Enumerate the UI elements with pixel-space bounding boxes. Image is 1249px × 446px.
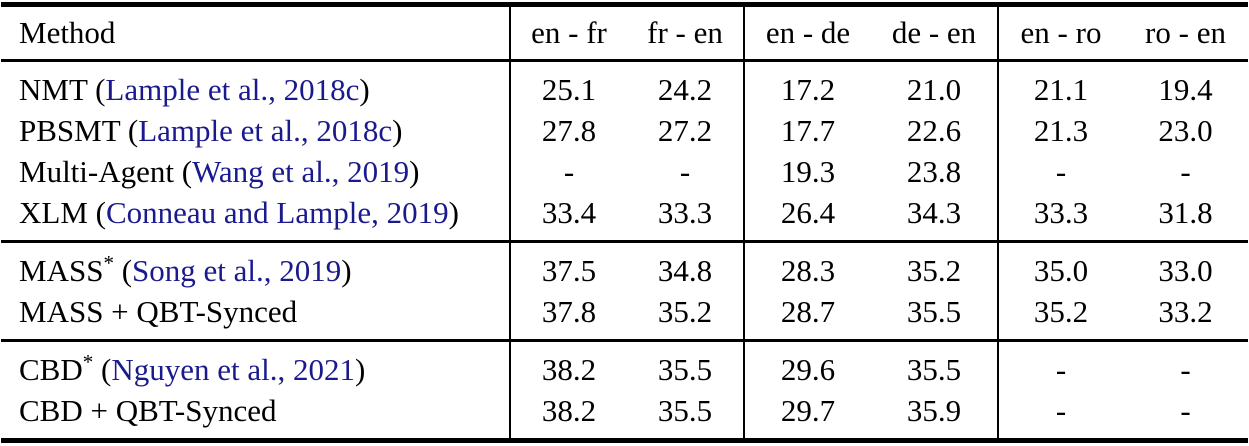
col-header-en-fr: en - fr xyxy=(509,4,627,62)
score-cell: 23.8 xyxy=(906,154,962,189)
table-section-baselines: NMT (Lample et al., 2018c) 25.1 24.2 17.2 21… xyxy=(1,60,1248,242)
table-row: MASS* (Song et al., 2019) 37.5 34.8 28.3 35.… xyxy=(1,240,1248,291)
table-row: PBSMT (Lample et al., 2018c) 27.8 27.2 17.7… xyxy=(1,110,1248,151)
method-cell: CBD + QBT-Synced xyxy=(19,393,277,428)
score-cell: 21.0 xyxy=(906,72,962,107)
method-cell: MASS + QBT-Synced xyxy=(19,294,298,329)
col-header-de-en: de - en xyxy=(871,4,998,62)
score-cell: 35.2 xyxy=(871,240,998,291)
score-cell: 22.6 xyxy=(906,113,962,148)
score-cell: 24.2 xyxy=(657,72,713,107)
col-header-fr-en: fr - en xyxy=(627,4,744,62)
method-cell: Multi-Agent (Wang et al., 2019) xyxy=(19,154,420,189)
score-cell: 35.2 xyxy=(657,294,713,329)
citation-link[interactable]: Lample et al., 2018c xyxy=(138,113,393,148)
score-cell: 33.0 xyxy=(1123,240,1248,291)
score-cell: - xyxy=(997,339,1123,390)
table-row: NMT (Lample et al., 2018c) 25.1 24.2 17.2 21… xyxy=(1,60,1248,110)
citation-link[interactable]: Wang et al., 2019 xyxy=(192,154,410,189)
score-cell: 28.7 xyxy=(743,291,871,341)
score-cell: 26.4 xyxy=(743,192,871,242)
score-cell: 29.7 xyxy=(743,390,871,441)
score-cell: 35.5 xyxy=(871,339,998,390)
score-cell: 23.0 xyxy=(1158,113,1213,148)
table-row: Multi-Agent (Wang et al., 2019) - - 19.3 23.… xyxy=(1,151,1248,192)
score-cell: - xyxy=(997,390,1123,441)
score-cell: 29.6 xyxy=(743,339,871,390)
score-cell: 38.2 xyxy=(509,339,627,390)
col-header-ro-en: ro - en xyxy=(1123,4,1248,62)
score-cell: 17.7 xyxy=(743,110,871,151)
table-header: Method en - fr fr - en en - de de - en e… xyxy=(1,4,1248,62)
table-row: MASS + QBT-Synced 37.8 35.2 28.7 35.5 35.2 33.… xyxy=(1,291,1248,341)
score-cell: - xyxy=(1123,339,1248,390)
score-cell: 38.2 xyxy=(509,390,627,441)
method-cell: XLM (Conneau and Lample, 2019) xyxy=(19,195,459,230)
score-cell: 17.2 xyxy=(743,60,871,110)
score-cell: 27.8 xyxy=(509,110,627,151)
method-superscript: * xyxy=(82,350,94,374)
table-row: XLM (Conneau and Lample, 2019) 33.4 33.3 26… xyxy=(1,192,1248,242)
method-cell: PBSMT (Lample et al., 2018c) xyxy=(19,113,403,148)
method-cell: NMT (Lample et al., 2018c) xyxy=(19,72,370,107)
score-cell: 35.0 xyxy=(997,240,1123,291)
score-cell: - xyxy=(1180,393,1191,428)
score-cell: 33.3 xyxy=(657,195,713,230)
score-cell: - xyxy=(509,151,627,192)
score-cell: - xyxy=(679,154,691,189)
table-row: CBD + QBT-Synced 38.2 35.5 29.7 35.9- - xyxy=(1,390,1248,441)
score-cell: - xyxy=(997,151,1123,192)
score-cell: 37.8 xyxy=(509,291,627,341)
table-section-mass: MASS* (Song et al., 2019) 37.5 34.8 28.3 35.… xyxy=(1,240,1248,341)
score-cell: - xyxy=(1180,154,1191,189)
col-header-method: Method xyxy=(1,4,510,62)
table-section-cbd: CBD* (Nguyen et al., 2021) 38.2 35.5 29.6 35… xyxy=(1,339,1248,441)
citation-link[interactable]: Nguyen et al., 2021 xyxy=(111,352,355,387)
table-row: CBD* (Nguyen et al., 2021) 38.2 35.5 29.6 35… xyxy=(1,339,1248,390)
score-cell: 33.3 xyxy=(997,192,1123,242)
score-cell: 34.8 xyxy=(627,240,744,291)
col-header-en-ro: en - ro xyxy=(997,4,1123,62)
score-cell: 28.3 xyxy=(743,240,871,291)
citation-link[interactable]: Conneau and Lample, 2019 xyxy=(105,195,449,230)
citation-link[interactable]: Lample et al., 2018c xyxy=(105,72,360,107)
score-cell: 35.9 xyxy=(906,393,962,428)
score-cell: 37.5 xyxy=(509,240,627,291)
score-cell: 19.4 xyxy=(1158,72,1213,107)
score-cell: 25.1 xyxy=(509,60,627,110)
score-cell: 21.3 xyxy=(997,110,1123,151)
score-cell: 35.2 xyxy=(997,291,1123,341)
score-cell: 34.3 xyxy=(906,195,962,230)
score-cell: 31.8 xyxy=(1158,195,1213,230)
method-superscript: * xyxy=(103,251,114,275)
score-cell: 35.5 xyxy=(627,339,744,390)
score-cell: 35.5 xyxy=(657,393,713,428)
score-cell: 33.4 xyxy=(509,192,627,242)
score-cell: 21.1 xyxy=(997,60,1123,110)
score-cell: 19.3 xyxy=(743,151,871,192)
score-cell: 33.2 xyxy=(1158,294,1213,329)
method-cell: CBD* (Nguyen et al., 2021) xyxy=(1,339,510,390)
citation-link[interactable]: Song et al., 2019 xyxy=(132,253,342,288)
score-cell: 27.2 xyxy=(657,113,713,148)
method-cell: MASS* (Song et al., 2019) xyxy=(1,240,510,291)
score-cell: 35.5 xyxy=(906,294,962,329)
col-header-en-de: en - de xyxy=(743,4,871,62)
header-row: Method en - fr fr - en en - de de - en e… xyxy=(1,4,1248,62)
